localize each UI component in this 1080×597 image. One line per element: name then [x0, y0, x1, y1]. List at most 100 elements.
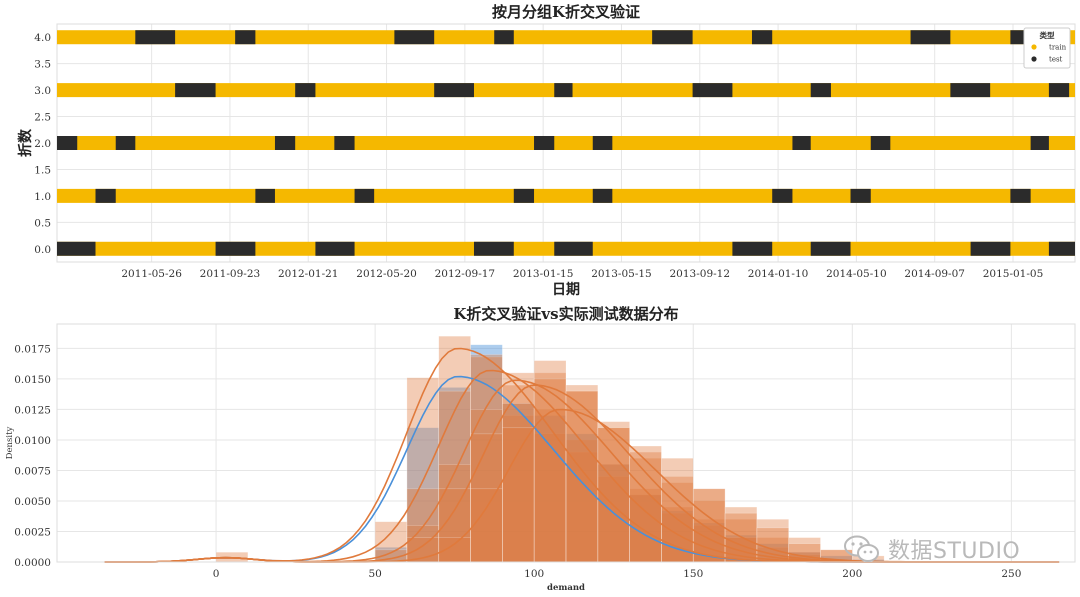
histogram-bar: [406, 427, 440, 563]
x-axis-label-1: 日期: [552, 282, 580, 298]
watermark-text: 数据STUDIO: [888, 539, 1021, 564]
y-tick-label: 0.0: [34, 244, 51, 256]
test-band-fold-1: [1010, 188, 1031, 203]
histogram-bar: [533, 415, 567, 563]
x-tick-label: 2011-09-23: [200, 268, 261, 280]
legend-title: 类型: [1040, 30, 1056, 40]
x-tick-label: 2011-05-26: [121, 268, 182, 280]
histogram-bar: [470, 488, 503, 563]
chart-distribution: 0.0000 0.0025 0.0050 0.0075 0.0100 0.0125 0.01…: [5, 305, 1076, 593]
histogram-bar: [502, 384, 535, 563]
test-band-fold-0: [57, 241, 96, 256]
x-tick-label: 2013-09-12: [670, 268, 731, 280]
x-tick-label: 2012-01-21: [278, 268, 339, 280]
histogram-bar: [502, 427, 535, 563]
test-band-fold-1: [95, 188, 116, 203]
test-band-fold-2: [592, 136, 613, 150]
x-tick-label: 0: [213, 568, 220, 580]
histogram-bar: [470, 344, 503, 563]
test-band-fold-0: [810, 241, 851, 256]
histogram-bar: [502, 403, 535, 563]
legend-label-test: test: [1049, 56, 1063, 64]
test-band-fold-3: [950, 83, 991, 98]
test-band-fold-1: [354, 188, 375, 203]
histogram-bar: [406, 377, 440, 563]
test-band-fold-4: [751, 30, 773, 45]
test-band-fold-4: [652, 30, 693, 45]
y-tick-label: 2.5: [34, 112, 51, 124]
y-tick-label: 0.0075: [14, 465, 51, 477]
y-axis-label-1: 折数: [17, 128, 34, 157]
chart-title-1: 按月分组K折交叉验证: [492, 3, 640, 21]
test-band-fold-0: [554, 241, 593, 256]
test-band-fold-1: [513, 188, 535, 203]
histogram-bar: [502, 403, 535, 563]
histogram-bar: [438, 387, 471, 563]
y-tick-label: 2.0: [34, 138, 51, 150]
histogram-bar: [629, 445, 662, 563]
y-tick-label: 0.0050: [14, 496, 51, 508]
y-tick-label: 1.0: [34, 191, 51, 203]
train-band-fold-2: [57, 136, 1075, 150]
y-tick-label: 0.0175: [14, 343, 51, 355]
test-band-fold-1: [772, 188, 793, 203]
test-band-fold-4: [910, 30, 951, 45]
test-band-fold-3: [810, 83, 831, 98]
x-tick-label: 100: [524, 568, 544, 580]
test-band-fold-2: [115, 136, 136, 150]
histogram-series-3: [406, 372, 821, 563]
plot-area-2: [57, 324, 1075, 562]
y-tick-label: 0.5: [34, 217, 51, 229]
train-band-fold-1: [57, 188, 1075, 203]
histogram-bar: [470, 409, 503, 563]
test-band-fold-2: [792, 136, 811, 150]
histogram-bar: [533, 433, 567, 563]
test-band-fold-3: [692, 83, 733, 98]
histogram-bar: [597, 427, 630, 563]
y-tick-label: 4.0: [34, 32, 51, 44]
chart-title-2: K折交叉验证vs实际测试数据分布: [453, 305, 678, 323]
x-tick-label: 2012-09-17: [435, 268, 496, 280]
x-tick-label: 2012-05-20: [356, 268, 417, 280]
y-tick-label: 0.0125: [14, 404, 51, 416]
x-tick-label: 2014-05-10: [826, 268, 887, 280]
x-tick-label: 2015-01-05: [983, 268, 1044, 280]
test-band-fold-0: [315, 241, 355, 256]
test-band-fold-4: [235, 30, 256, 45]
histogram-bar: [438, 464, 471, 563]
test-band-fold-3: [434, 83, 474, 98]
test-band-fold-4: [135, 30, 176, 45]
legend: 类型 train test: [1023, 27, 1071, 69]
legend-marker-train: [1031, 44, 1037, 50]
histogram-bar: [470, 354, 503, 563]
test-band-fold-2: [1030, 136, 1049, 150]
train-band-fold-4: [57, 30, 1075, 45]
legend-label-train: train: [1049, 44, 1067, 52]
histogram-bar: [565, 439, 599, 563]
histogram-bar: [470, 433, 503, 563]
test-band-fold-2: [274, 136, 296, 150]
histogram-bar: [533, 378, 567, 563]
test-band-fold-2: [57, 136, 78, 150]
y-tick-label: 3.0: [34, 85, 51, 97]
y-tick-label: 0.0100: [14, 435, 51, 447]
test-band-fold-4: [494, 30, 514, 45]
wechat-icon: [844, 535, 879, 562]
y-axis-label-2: Density: [5, 426, 15, 459]
x-tick-label: 50: [368, 568, 381, 580]
x-tick-label: 200: [842, 568, 862, 580]
test-band-fold-0: [215, 241, 256, 256]
test-band-fold-3: [554, 83, 573, 98]
test-band-fold-2: [534, 136, 555, 150]
y-tick-label: 1.5: [34, 164, 51, 176]
test-band-fold-3: [175, 83, 216, 98]
test-band-fold-3: [295, 83, 316, 98]
x-tick-label: 2013-01-15: [513, 268, 574, 280]
x-axis-label-2: demand: [547, 583, 585, 593]
plot-frame-2: [56, 323, 1076, 563]
x-tick-label: 2013-05-15: [591, 268, 652, 280]
test-band-fold-0: [1048, 241, 1075, 256]
y-tick-label: 0.0025: [14, 526, 51, 538]
histogram-bar: [661, 482, 694, 563]
